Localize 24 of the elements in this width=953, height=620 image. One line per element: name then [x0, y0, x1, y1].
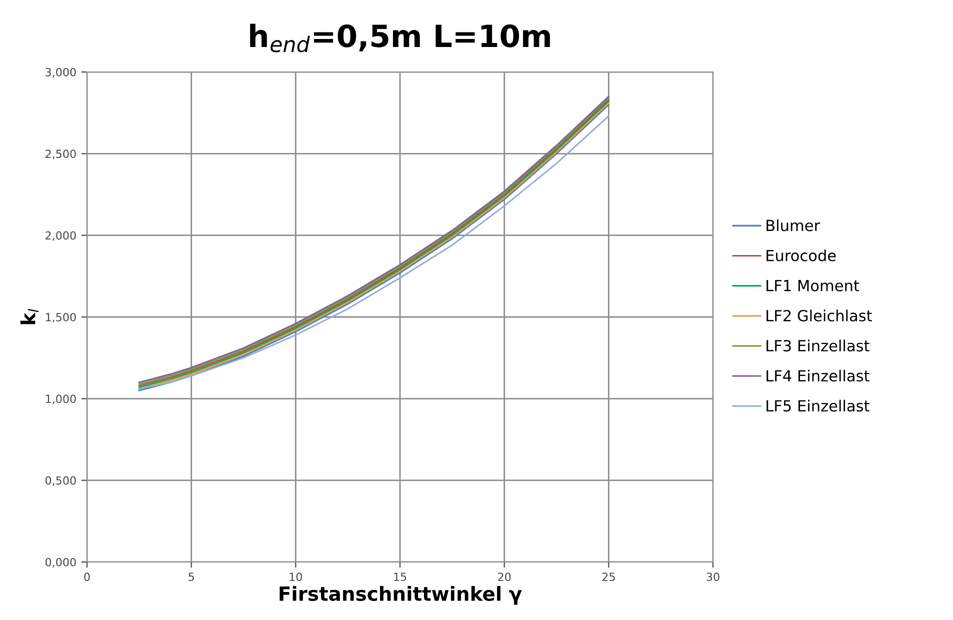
x-tick-label: 25	[602, 572, 615, 582]
legend-label: Blumer	[766, 219, 820, 232]
x-tick-label: 30	[706, 572, 720, 582]
x-axis-title: Firstanschnittwinkel γ	[280, 586, 522, 605]
legend-label: LF5 Einzellast	[766, 400, 870, 412]
x-tick-label: 20	[498, 572, 511, 582]
y-tick-label: 2,500	[46, 150, 76, 160]
legend-label: LF2 Gleichlast	[766, 310, 872, 322]
y-tick-label: 0,000	[46, 558, 76, 568]
legend-label: LF4 Einzellast	[766, 370, 870, 382]
legend-label: LF3 Einzellast	[766, 340, 870, 352]
legend-label: Eurocode	[766, 249, 836, 262]
y-tick-label: 1,000	[46, 394, 76, 404]
chart-title: h$_{end}$=0,5m L=10m	[250, 24, 550, 52]
x-tick-label: 0	[84, 572, 90, 582]
x-tick-label: 10	[290, 572, 302, 582]
y-axis-title: k$_{l}$	[20, 308, 38, 324]
y-tick-label: 3,000	[46, 68, 76, 78]
x-tick-label: 15	[394, 572, 406, 582]
x-tick-label: 5	[188, 572, 194, 582]
legend-label: LF1 Moment	[766, 280, 860, 292]
y-tick-label: 0,500	[46, 476, 76, 486]
y-tick-label: 1,500	[46, 312, 76, 323]
y-tick-label: 2,000	[46, 231, 76, 241]
